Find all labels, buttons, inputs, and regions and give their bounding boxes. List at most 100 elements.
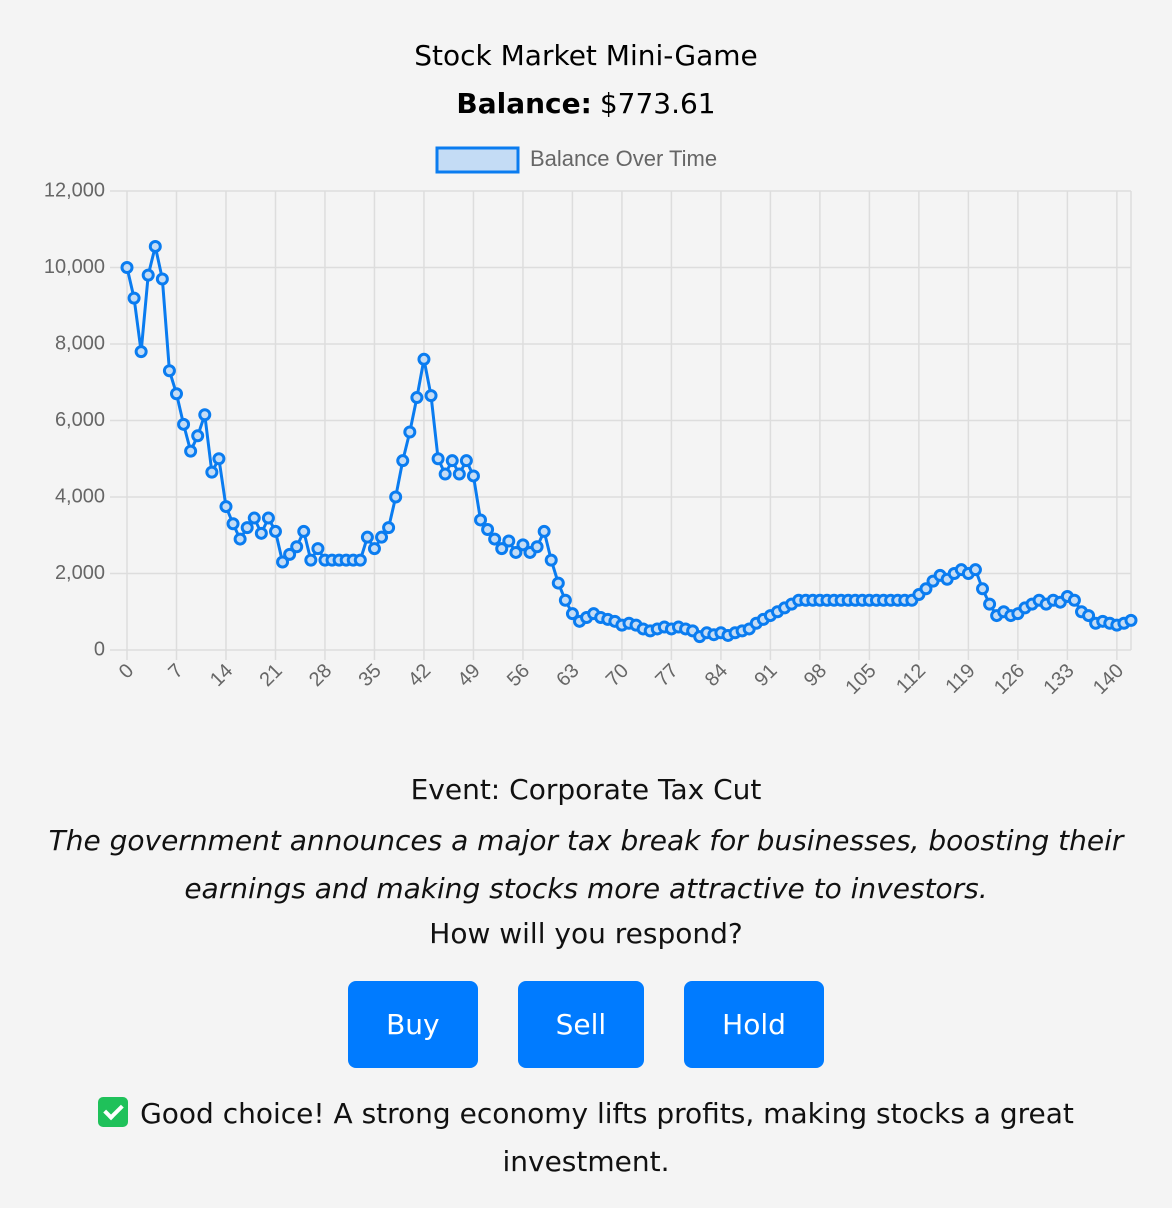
sell-button[interactable]: Sell <box>517 981 645 1068</box>
data-point <box>410 391 424 405</box>
data-point <box>919 582 933 596</box>
x-tick-label: 42 <box>404 660 435 691</box>
x-tick-label: 70 <box>602 660 633 691</box>
data-point <box>226 517 240 531</box>
data-point <box>466 469 480 483</box>
x-tick-label: 35 <box>354 660 385 691</box>
x-tick-label: 56 <box>503 660 534 691</box>
y-tick-label: 0 <box>94 638 105 660</box>
balance-label: Balance: <box>456 87 591 120</box>
data-point <box>261 511 275 525</box>
data-point <box>276 555 290 569</box>
data-point <box>459 454 473 468</box>
x-tick-label: 119 <box>942 660 980 698</box>
x-tick-label: 7 <box>164 660 187 683</box>
data-point <box>1067 593 1081 607</box>
data-point <box>509 545 523 559</box>
data-point <box>474 513 488 527</box>
legend-label: Balance Over Time <box>530 146 717 171</box>
data-point <box>495 542 509 556</box>
x-tick-label: 14 <box>206 660 237 691</box>
data-point <box>565 607 579 621</box>
data-point <box>297 524 311 538</box>
event-description: The government announces a major tax bre… <box>48 824 1124 905</box>
data-point <box>983 597 997 611</box>
data-point <box>127 291 141 305</box>
data-point <box>431 452 445 466</box>
data-point <box>396 454 410 468</box>
data-point <box>488 532 502 546</box>
data-point <box>968 563 982 577</box>
x-tick-label: 140 <box>1089 660 1128 699</box>
data-point <box>169 387 183 401</box>
data-point <box>283 547 297 561</box>
x-tick-label: 112 <box>892 660 930 698</box>
data-point <box>438 467 452 481</box>
data-point <box>382 521 396 535</box>
data-point <box>304 553 318 567</box>
y-tick-label: 6,000 <box>55 409 105 431</box>
hold-button[interactable]: Hold <box>684 981 824 1068</box>
data-point <box>544 553 558 567</box>
data-point <box>148 239 162 253</box>
x-tick-label: 91 <box>750 660 781 691</box>
x-tick-label: 28 <box>305 660 336 691</box>
data-point <box>558 593 572 607</box>
y-tick-label: 10,000 <box>44 256 105 278</box>
y-tick-label: 4,000 <box>55 485 105 507</box>
x-tick-label: 49 <box>453 660 484 691</box>
game-title: Stock Market Mini-Game <box>414 39 758 72</box>
data-point <box>155 272 169 286</box>
data-point <box>247 511 261 525</box>
data-point <box>403 425 417 439</box>
x-tick-label: 105 <box>842 660 881 699</box>
data-point <box>502 534 516 548</box>
data-point <box>219 500 233 514</box>
data-point <box>212 452 226 466</box>
data-point <box>254 526 268 540</box>
balance-value: $773.61 <box>600 87 716 120</box>
balance-line <box>125 246 1132 639</box>
y-tick-label: 12,000 <box>44 179 105 201</box>
x-tick-label: 84 <box>701 660 732 691</box>
x-tick-label: 133 <box>1039 660 1078 699</box>
data-point <box>311 542 325 556</box>
feedback: Good choice! A strong economy lifts prof… <box>40 1090 1132 1186</box>
x-tick-label: 98 <box>800 660 831 691</box>
data-point <box>551 576 565 590</box>
data-point <box>141 268 155 282</box>
chart: Stock Market Mini-Game Balance: $773.61 B… <box>44 39 1138 699</box>
data-point <box>184 444 198 458</box>
check-icon <box>98 1097 129 1127</box>
buy-button[interactable]: Buy <box>348 981 478 1068</box>
data-point <box>417 352 431 366</box>
x-tick-label: 0 <box>115 660 138 683</box>
data-point <box>389 490 403 504</box>
event-title: Event: Corporate Tax Cut <box>410 773 762 806</box>
y-tick-label: 8,000 <box>55 332 105 354</box>
data-point <box>162 364 176 378</box>
data-point <box>353 553 367 567</box>
data-point <box>976 582 990 596</box>
legend-swatch <box>435 146 520 174</box>
data-point <box>445 454 459 468</box>
data-point <box>233 532 247 546</box>
data-point <box>268 524 282 538</box>
data-point <box>537 524 551 538</box>
data-point <box>1124 613 1138 627</box>
data-point <box>240 521 254 535</box>
data-point <box>375 530 389 544</box>
data-point <box>516 538 530 552</box>
x-tick-label: 21 <box>255 660 286 691</box>
data-point <box>530 540 544 554</box>
data-point <box>360 530 374 544</box>
x-tick-label: 126 <box>990 660 1029 699</box>
data-point <box>481 523 495 537</box>
data-point <box>424 389 438 403</box>
data-point <box>452 467 466 481</box>
x-tick-label: 77 <box>651 660 682 691</box>
button-row: Buy Sell Hold <box>0 981 1172 1068</box>
data-point <box>177 417 191 431</box>
y-tick-label: 2,000 <box>55 562 105 584</box>
